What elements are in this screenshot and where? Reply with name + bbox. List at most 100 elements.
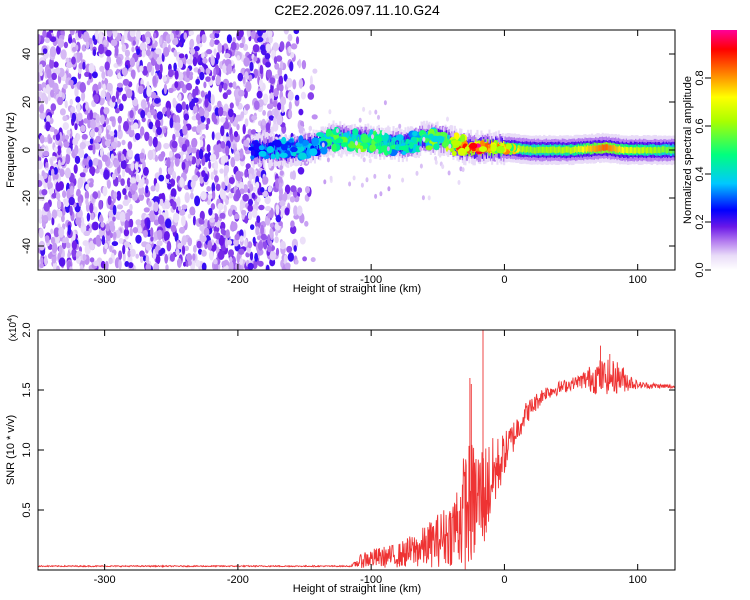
noise-cell xyxy=(95,30,99,40)
noise-cell xyxy=(135,234,142,244)
noise-cell xyxy=(251,208,258,218)
noise-cell xyxy=(201,262,207,270)
noise-cell xyxy=(265,43,271,52)
spectrogram-x-axis-label: Height of straight line (km) xyxy=(293,283,421,295)
noise-cell xyxy=(265,122,271,131)
noise-cell xyxy=(259,78,263,89)
noise-cell xyxy=(309,84,316,91)
noise-cell xyxy=(286,245,293,253)
noise-cell xyxy=(156,240,163,247)
signal-cell xyxy=(561,147,564,154)
signal-cell xyxy=(641,147,644,154)
noise-cell xyxy=(99,168,105,175)
noise-cell xyxy=(381,130,385,136)
noise-cell xyxy=(170,224,177,233)
noise-cell xyxy=(145,255,150,264)
noise-cell xyxy=(260,30,267,33)
noise-cell xyxy=(260,224,265,235)
noise-cell xyxy=(280,240,286,250)
noise-cell xyxy=(127,149,134,158)
signal-blob xyxy=(496,145,505,154)
signal-cell xyxy=(660,147,663,154)
noise-cell xyxy=(190,192,194,200)
noise-cell xyxy=(69,266,73,270)
signal-blob xyxy=(325,128,333,136)
noise-cell xyxy=(159,36,162,45)
noise-cell xyxy=(275,229,279,237)
noise-cell xyxy=(223,204,227,213)
signal-cell xyxy=(528,147,531,154)
noise-cell xyxy=(84,167,88,173)
noise-cell xyxy=(273,116,277,125)
noise-cell xyxy=(204,218,209,228)
noise-cell xyxy=(145,263,152,270)
signal-cell xyxy=(355,136,358,144)
noise-cell xyxy=(220,155,226,166)
noise-cell xyxy=(38,34,41,44)
noise-cell xyxy=(150,227,154,238)
signal-cell xyxy=(652,147,655,154)
noise-cell xyxy=(283,30,289,35)
noise-cell xyxy=(58,244,63,255)
noise-cell xyxy=(113,159,120,168)
noise-cell xyxy=(222,92,228,100)
noise-cell xyxy=(118,237,124,244)
signal-cell xyxy=(316,142,319,149)
noise-cell xyxy=(106,82,113,92)
noise-cell xyxy=(168,69,174,78)
noise-cell xyxy=(362,106,366,112)
signal-cell xyxy=(663,146,666,153)
noise-cell xyxy=(183,113,190,121)
noise-cell xyxy=(331,152,335,158)
noise-cell xyxy=(71,248,76,258)
noise-cell xyxy=(134,133,141,141)
noise-cell xyxy=(42,30,47,38)
noise-cell xyxy=(77,112,83,122)
noise-cell xyxy=(53,167,58,175)
noise-cell xyxy=(270,126,274,135)
noise-cell xyxy=(352,175,356,181)
noise-cell xyxy=(172,133,176,142)
noise-cell xyxy=(38,104,45,114)
noise-cell xyxy=(153,201,159,213)
noise-cell xyxy=(284,184,291,195)
signal-cell xyxy=(637,147,640,154)
noise-cell xyxy=(162,75,167,82)
noise-cell xyxy=(42,150,50,157)
noise-cell xyxy=(297,187,303,194)
noise-cell xyxy=(92,49,97,57)
noise-cell xyxy=(274,62,280,70)
noise-cell xyxy=(229,102,234,109)
noise-cell xyxy=(269,250,276,261)
noise-cell xyxy=(67,252,71,258)
signal-cell xyxy=(556,147,559,154)
signal-cell xyxy=(428,136,431,143)
noise-cell xyxy=(221,45,225,54)
noise-cell xyxy=(170,188,177,198)
noise-cell xyxy=(235,170,242,182)
noise-cell xyxy=(358,117,362,123)
noise-cell xyxy=(108,257,113,265)
noise-cell xyxy=(206,117,211,125)
noise-cell xyxy=(242,193,249,202)
noise-cell xyxy=(287,33,293,42)
noise-cell xyxy=(365,177,369,183)
noise-cell xyxy=(461,167,465,173)
signal-cell xyxy=(555,147,558,154)
noise-cell xyxy=(105,49,112,57)
noise-cell xyxy=(98,43,105,55)
noise-cell xyxy=(349,125,353,130)
noise-cell xyxy=(419,146,423,152)
noise-cell xyxy=(234,153,241,162)
noise-cell xyxy=(43,202,50,212)
noise-cell xyxy=(222,134,227,142)
y-tick-label: 0.5 xyxy=(21,502,33,517)
noise-cell xyxy=(160,151,166,158)
noise-cell xyxy=(238,89,245,97)
noise-cell xyxy=(165,174,171,180)
noise-cell xyxy=(266,69,273,79)
noise-cell xyxy=(220,116,226,123)
noise-cell xyxy=(123,241,131,248)
y-tick-label: 2.0 xyxy=(21,322,33,337)
noise-cell xyxy=(230,41,237,51)
